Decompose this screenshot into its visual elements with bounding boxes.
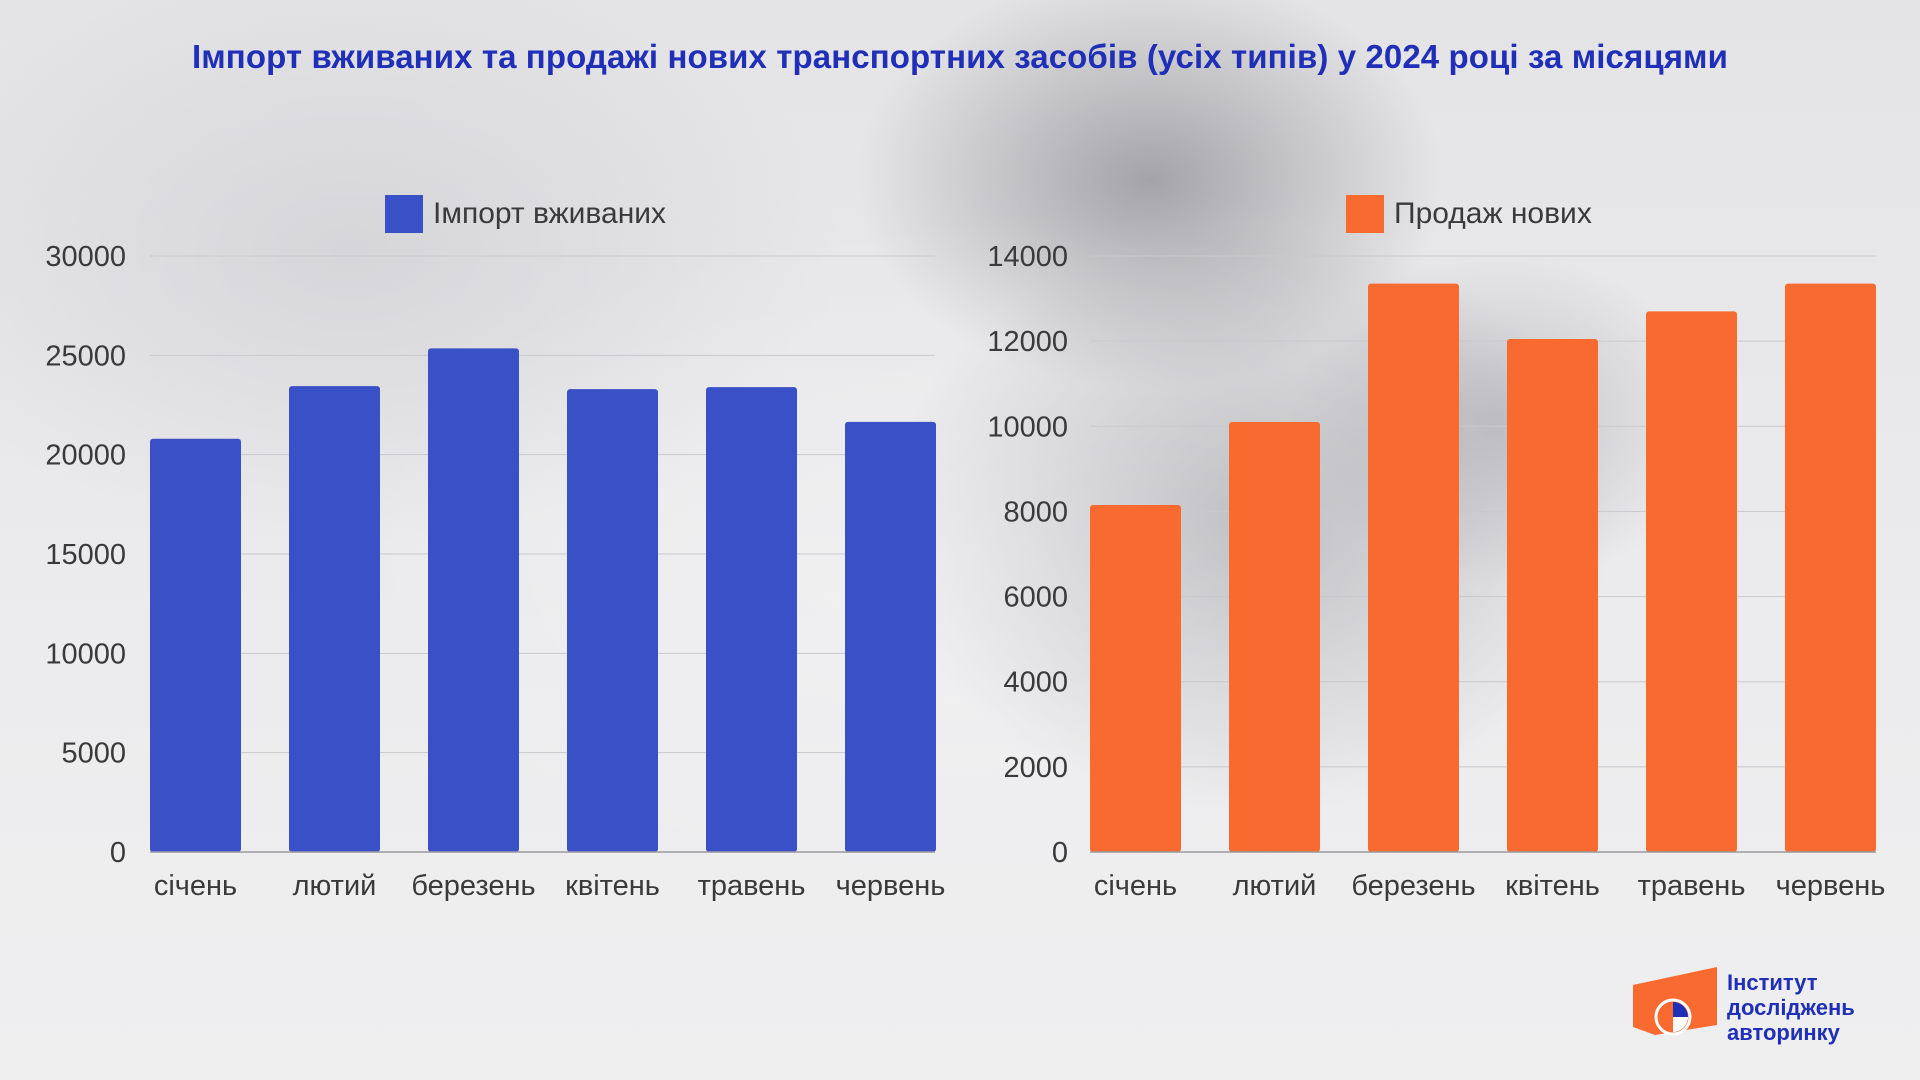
logo-line-3: авторинку bbox=[1727, 1020, 1840, 1045]
used-import-bar bbox=[706, 387, 797, 852]
used-import-y-tick-label: 20000 bbox=[45, 440, 126, 472]
used-import-y-tick-label: 0 bbox=[110, 837, 126, 869]
logo-line-1: Інститут bbox=[1727, 970, 1818, 995]
new-sales-y-tick-label: 4000 bbox=[1003, 667, 1068, 699]
new-sales-y-tick-label: 14000 bbox=[987, 241, 1068, 273]
new-sales-bar bbox=[1507, 339, 1598, 852]
logo-line-2: досліджень bbox=[1727, 995, 1855, 1020]
used-import-bar bbox=[845, 421, 936, 852]
new-sales-x-tick-label: січень bbox=[1094, 870, 1177, 902]
legend-label-new-sales: Продаж нових bbox=[1394, 197, 1592, 230]
new-sales-bar bbox=[1368, 283, 1459, 853]
used-import-bar bbox=[150, 438, 241, 852]
new-sales-bar bbox=[1785, 283, 1876, 853]
new-sales-x-tick-label: квітень bbox=[1505, 870, 1600, 902]
new-sales-bar bbox=[1229, 422, 1320, 852]
new-sales-y-tick-label: 10000 bbox=[987, 411, 1068, 443]
used-import-y-tick-label: 5000 bbox=[61, 738, 126, 770]
legend-swatch-used-import bbox=[385, 195, 423, 233]
chart-title: Імпорт вживаних та продажі нових транспо… bbox=[192, 38, 1728, 75]
used-import-x-tick-label: січень bbox=[154, 870, 237, 902]
legend-label-used-import: Імпорт вживаних bbox=[433, 197, 667, 230]
new-sales-x-tick-label: травень bbox=[1638, 870, 1746, 902]
new-sales-y-tick-label: 8000 bbox=[1003, 496, 1068, 528]
used-import-chart: 0 5000 10000 15000 20000 25000 30000 січень люти… bbox=[45, 241, 946, 902]
new-sales-x-tick-label: лютий bbox=[1233, 870, 1317, 902]
new-sales-x-tick-label: березень bbox=[1351, 870, 1475, 902]
legend-new-sales: Продаж нових bbox=[1346, 195, 1592, 233]
new-sales-y-tick-label: 2000 bbox=[1003, 752, 1068, 784]
institute-logo bbox=[1633, 967, 1717, 1036]
new-sales-y-tick-label: 12000 bbox=[987, 326, 1068, 358]
used-import-y-tick-label: 30000 bbox=[45, 241, 126, 273]
legend-swatch-new-sales bbox=[1346, 195, 1384, 233]
legend-used-import: Імпорт вживаних bbox=[385, 195, 666, 233]
new-sales-bar bbox=[1090, 505, 1181, 852]
used-import-x-tick-label: березень bbox=[411, 870, 535, 902]
new-sales-bar bbox=[1646, 311, 1737, 852]
used-import-bar bbox=[428, 348, 519, 852]
used-import-x-tick-label: червень bbox=[836, 870, 946, 902]
new-sales-x-tick-label: червень bbox=[1776, 870, 1886, 902]
used-import-y-tick-label: 15000 bbox=[45, 539, 126, 571]
used-import-y-tick-label: 10000 bbox=[45, 638, 126, 670]
used-import-y-tick-label: 25000 bbox=[45, 340, 126, 372]
used-import-x-tick-label: травень bbox=[698, 870, 806, 902]
institute-logo-text: Інститут досліджень авторинку bbox=[1727, 970, 1855, 1045]
used-import-bar bbox=[567, 389, 658, 852]
new-sales-y-tick-label: 0 bbox=[1052, 837, 1068, 869]
new-sales-y-tick-label: 6000 bbox=[1003, 582, 1068, 614]
used-import-x-tick-label: лютий bbox=[293, 870, 377, 902]
used-import-x-tick-label: квітень bbox=[565, 870, 660, 902]
used-import-bar bbox=[289, 386, 380, 852]
